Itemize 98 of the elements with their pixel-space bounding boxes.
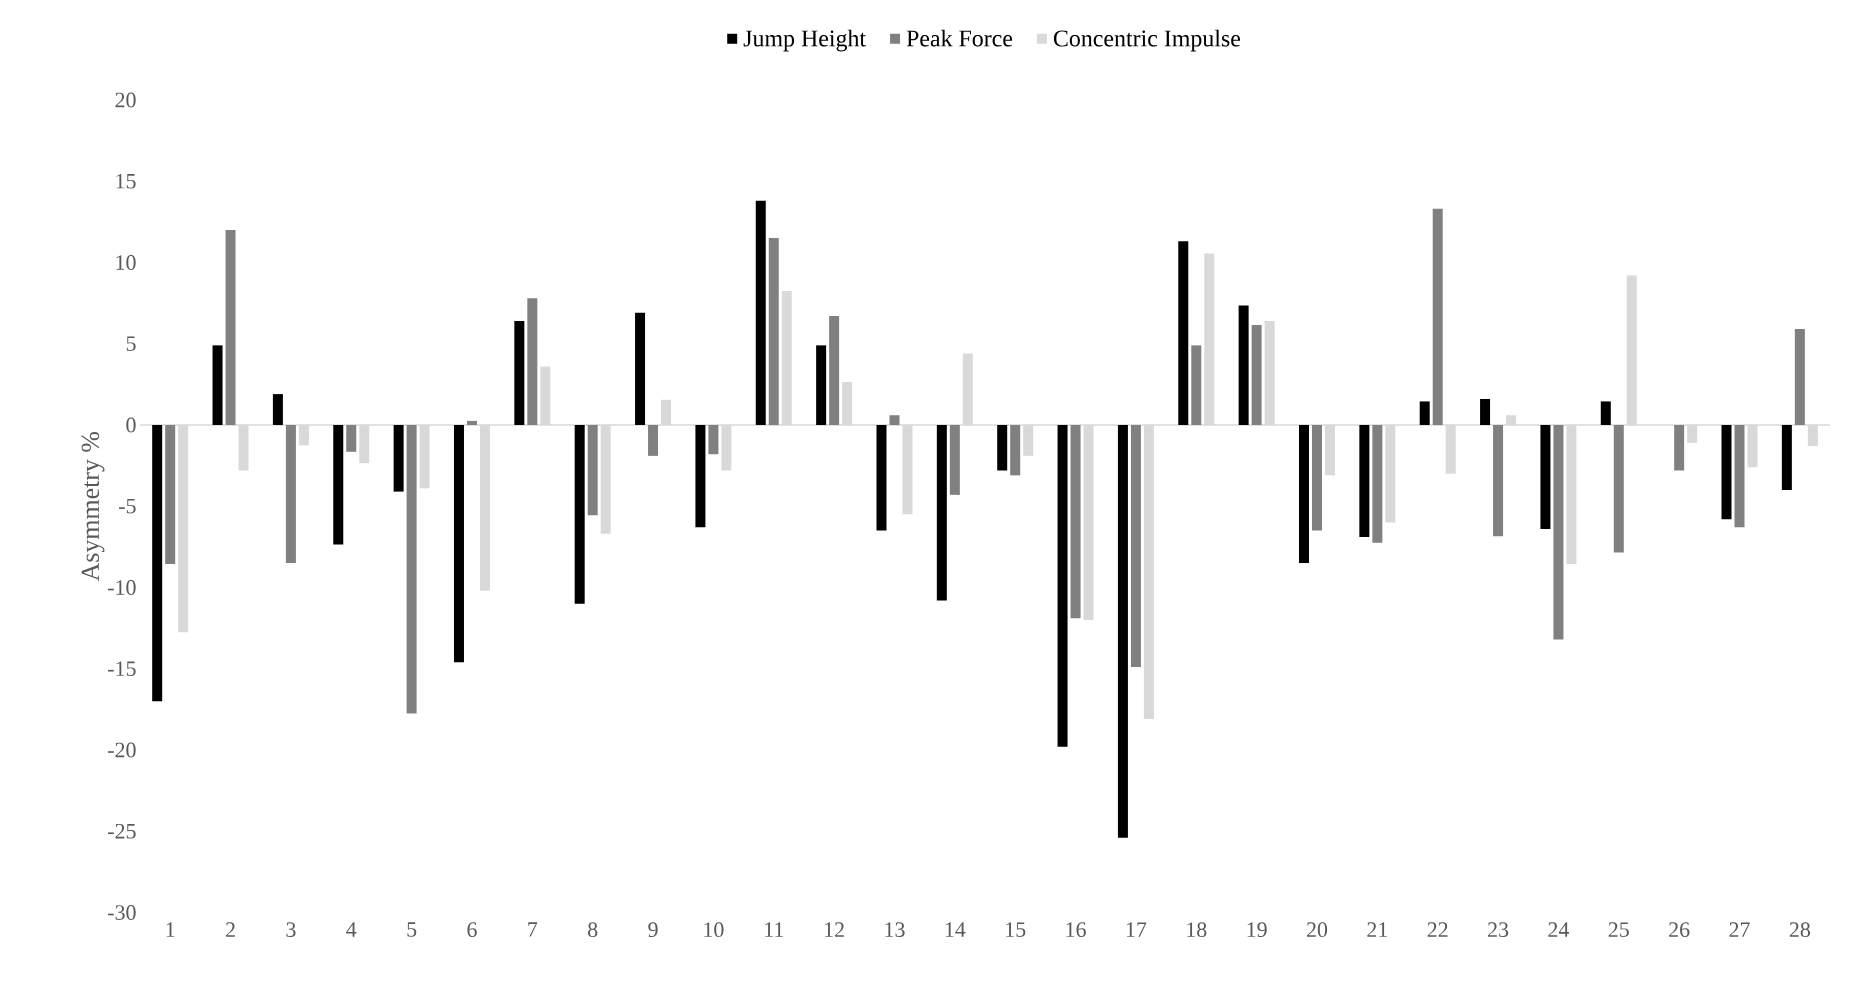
x-tick-label: 25 (1608, 922, 1629, 937)
y-axis-title: Asymmetry % (81, 431, 105, 582)
bar (1057, 424, 1068, 747)
x-tick-label: 8 (588, 922, 598, 938)
x-tick-label: 5 (407, 922, 417, 937)
y-tick-label: 15 (116, 173, 136, 189)
y-tick-label: 10 (116, 255, 136, 270)
bar (1721, 424, 1732, 520)
bar (1311, 424, 1322, 531)
bar (648, 424, 659, 456)
y-tick-label: -30 (108, 905, 136, 920)
bar (1540, 424, 1551, 529)
legend-label: Concentric Impulse (1053, 29, 1241, 52)
bar (393, 424, 404, 492)
bar (346, 424, 357, 452)
bar (406, 424, 417, 714)
y-tick-label: -15 (108, 661, 136, 677)
bar (1600, 401, 1611, 425)
x-tick-label: 17 (1126, 922, 1147, 937)
bar (1553, 424, 1564, 640)
x-tick-label: 28 (1789, 922, 1810, 938)
legend-label: Peak Force (906, 29, 1013, 47)
bar (936, 424, 947, 601)
bar (695, 424, 706, 528)
bar (816, 345, 827, 425)
bar (1493, 424, 1504, 537)
bar (1191, 345, 1202, 425)
bar (165, 424, 176, 564)
bar (1359, 424, 1370, 538)
bar (1674, 424, 1685, 471)
bar (1432, 208, 1443, 425)
bar (1781, 424, 1792, 490)
bar (466, 420, 477, 425)
bar (829, 316, 840, 425)
x-tick-label: 3 (286, 922, 296, 937)
bar (285, 424, 296, 564)
bar (997, 424, 1008, 471)
x-tick-label: 18 (1187, 922, 1207, 938)
bar (1298, 424, 1309, 564)
x-tick-label: 13 (885, 922, 905, 937)
x-tick-label: 9 (648, 922, 658, 937)
bar (876, 424, 887, 531)
bar (514, 320, 525, 425)
bar (574, 424, 585, 604)
bar (1372, 424, 1383, 543)
x-tick-label: 19 (1247, 922, 1267, 937)
y-tick-label: -20 (108, 742, 136, 758)
bar (1794, 329, 1805, 425)
x-tick-label: 2 (226, 922, 235, 937)
bar (212, 345, 223, 425)
bar (768, 238, 779, 425)
x-tick-label: 1 (166, 922, 175, 937)
bar (708, 424, 719, 455)
bar (1419, 401, 1430, 425)
x-tick-label: 12 (825, 922, 844, 937)
bar (1480, 398, 1491, 425)
bar (152, 424, 163, 702)
bar (1178, 241, 1189, 425)
x-tick-label: 24 (1548, 922, 1570, 937)
bar (587, 424, 598, 516)
bar (635, 312, 646, 425)
x-tick-label: 21 (1367, 922, 1387, 937)
bar (949, 424, 960, 495)
bar (1117, 424, 1128, 838)
x-tick-label: 16 (1066, 922, 1086, 937)
bar (225, 229, 236, 425)
bar (1251, 325, 1262, 425)
legend-label: Jump Height (743, 29, 866, 52)
x-tick-label: 23 (1488, 922, 1509, 937)
x-tick-label: 15 (1006, 922, 1026, 937)
y-tick-label: 5 (126, 336, 136, 352)
y-tick-label: 20 (115, 92, 136, 108)
bar (453, 424, 464, 663)
bar (1734, 424, 1745, 528)
x-tick-label: 20 (1307, 922, 1328, 938)
bar (1130, 424, 1141, 668)
x-tick-label: 11 (765, 922, 783, 937)
bar (272, 394, 283, 425)
bar (889, 415, 900, 425)
bar (1613, 424, 1624, 553)
x-tick-label: 27 (1729, 922, 1750, 937)
x-tick-label: 6 (467, 922, 477, 937)
x-tick-label: 14 (945, 922, 966, 937)
bar (527, 298, 538, 425)
y-tick-label: -5 (119, 498, 136, 514)
x-tick-label: 7 (528, 922, 538, 937)
x-tick-label: 22 (1427, 922, 1448, 937)
x-tick-label: 4 (346, 922, 357, 937)
x-tick-label: 10 (704, 922, 724, 938)
y-tick-label: -25 (108, 823, 136, 839)
y-tick-label: -10 (108, 580, 136, 595)
bar (333, 424, 344, 545)
x-tick-label: 26 (1669, 922, 1690, 937)
bar (1070, 424, 1081, 619)
y-tick-label: 0 (126, 417, 136, 433)
bar (1010, 424, 1021, 476)
bar (755, 200, 766, 425)
bar (1238, 305, 1249, 425)
